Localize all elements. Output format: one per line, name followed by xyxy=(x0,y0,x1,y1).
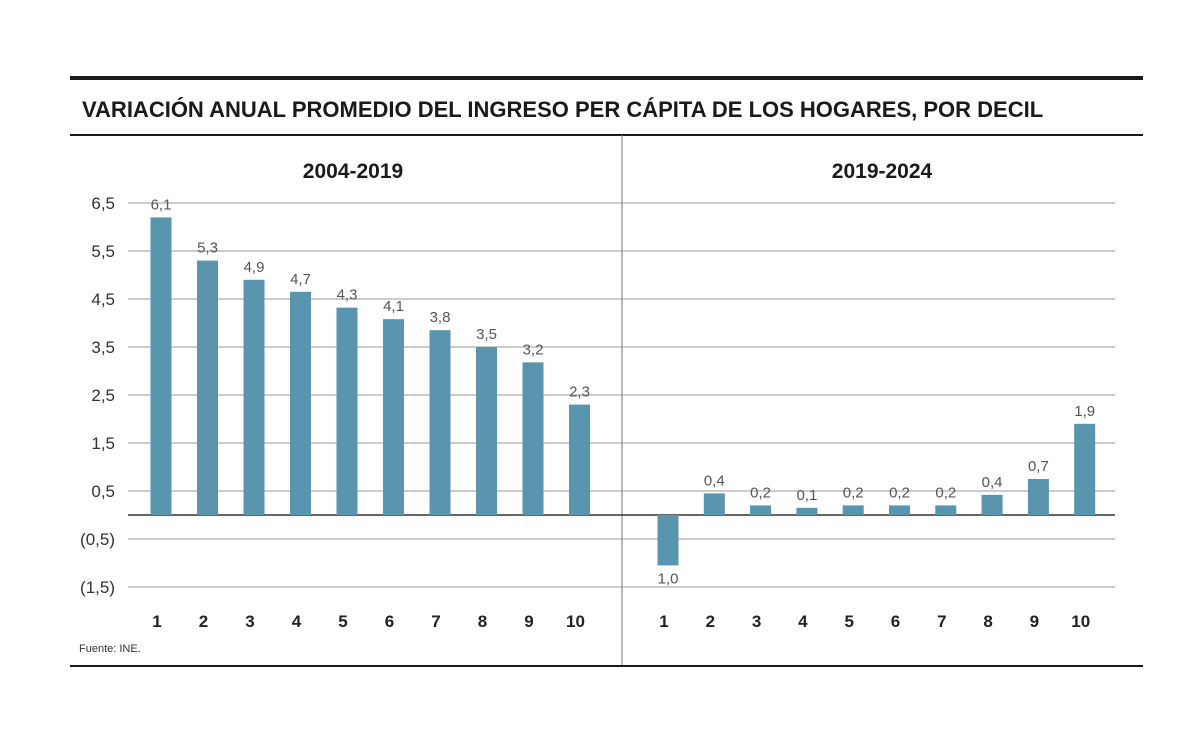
x-tick-label: 1 xyxy=(152,612,161,631)
y-tick-label: 3,5 xyxy=(91,338,115,357)
x-tick-label: 2 xyxy=(199,612,208,631)
bar-decil-9 xyxy=(522,362,544,515)
bar-decil-7 xyxy=(429,330,451,515)
x-tick-label: 8 xyxy=(478,612,487,631)
x-tick-label: 5 xyxy=(338,612,347,631)
x-tick-label: 9 xyxy=(524,612,533,631)
data-label: 0,7 xyxy=(1028,458,1049,475)
y-tick-label: 0,5 xyxy=(91,482,115,501)
data-label: 3,8 xyxy=(430,309,451,326)
bar-decil-2 xyxy=(197,260,218,515)
panel-2019-2024: 1,0 1 0,4 2 0,2 3 0,1 4 0,2 5 0,2 6 0,2 7 0,4 8 0,7 9 1,9 1… xyxy=(657,403,1096,631)
bar-decil-2 xyxy=(703,493,725,515)
bar-decil-8 xyxy=(981,494,1003,515)
data-label: 1,0 xyxy=(658,570,679,587)
bar-decil-10 xyxy=(1074,423,1096,515)
bar-decil-6 xyxy=(383,319,404,515)
bar-decil-6 xyxy=(889,505,910,515)
data-label: 0,2 xyxy=(889,484,910,501)
bar-decil-3 xyxy=(243,279,265,515)
data-label: 0,4 xyxy=(982,474,1003,491)
x-tick-label: 10 xyxy=(566,612,585,631)
data-label: 4,1 xyxy=(383,298,404,315)
x-tick-label: 10 xyxy=(1071,612,1090,631)
x-tick-label: 1 xyxy=(659,612,668,631)
bar-decil-4 xyxy=(290,291,311,515)
x-tick-label: 9 xyxy=(1030,612,1039,631)
y-tick-label: 6,5 xyxy=(91,194,115,213)
data-label: 0,2 xyxy=(935,484,956,501)
x-tick-label: 7 xyxy=(937,612,946,631)
data-label: 3,5 xyxy=(476,326,497,343)
x-tick-label: 5 xyxy=(844,612,853,631)
bar-decil-5 xyxy=(336,307,358,515)
x-tick-label: 2 xyxy=(706,612,715,631)
x-tick-label: 4 xyxy=(292,612,302,631)
data-label: 2,3 xyxy=(569,384,590,401)
y-axis: 6,5 5,5 4,5 3,5 2,5 1,5 0,5 (0,5) (1,5) xyxy=(80,194,1115,597)
bar-decil-10 xyxy=(569,404,590,515)
bar-decil-1 xyxy=(150,217,172,515)
data-label: 1,9 xyxy=(1074,403,1095,420)
x-tick-label: 7 xyxy=(431,612,440,631)
bar-decil-1 xyxy=(657,515,679,566)
y-tick-label: 5,5 xyxy=(91,242,115,261)
bar-decil-5 xyxy=(842,505,864,515)
data-label: 0,2 xyxy=(843,484,864,501)
data-label: 0,1 xyxy=(796,487,817,504)
y-tick-label: 4,5 xyxy=(91,290,115,309)
source-note: Fuente: INE. xyxy=(79,643,141,655)
y-tick-label: 1,5 xyxy=(91,434,115,453)
data-label: 5,3 xyxy=(197,240,218,257)
x-tick-label: 3 xyxy=(752,612,761,631)
data-label: 0,2 xyxy=(750,484,771,501)
bar-decil-9 xyxy=(1027,479,1049,515)
x-tick-label: 4 xyxy=(798,612,808,631)
data-label: 3,2 xyxy=(523,341,544,358)
y-tick-label: (0,5) xyxy=(80,530,115,549)
data-label: 4,7 xyxy=(290,271,311,288)
data-label: 4,9 xyxy=(244,259,265,276)
x-tick-label: 8 xyxy=(983,612,992,631)
y-tick-label: 2,5 xyxy=(91,386,115,405)
bar-decil-7 xyxy=(935,505,957,515)
panel-title-2004-2019: 2004-2019 xyxy=(303,160,403,183)
x-tick-label: 3 xyxy=(245,612,254,631)
y-tick-label: (1,5) xyxy=(80,578,115,597)
data-label: 0,4 xyxy=(704,472,725,489)
chart-title: VARIACIÓN ANUAL PROMEDIO DEL INGRESO PER… xyxy=(82,97,1043,122)
bar-decil-8 xyxy=(476,347,497,515)
x-tick-label: 6 xyxy=(385,612,394,631)
panel-2004-2019: 6,1 1 5,3 2 4,9 3 4,7 4 4,3 5 4,1 6 3,8 7 3,5 8 3,2 9 2,3 1… xyxy=(150,196,590,631)
x-tick-label: 6 xyxy=(891,612,900,631)
bar-decil-4 xyxy=(796,507,818,515)
data-label: 4,3 xyxy=(337,287,358,304)
panel-title-2019-2024: 2019-2024 xyxy=(832,160,933,183)
bar-decil-3 xyxy=(750,505,772,515)
data-label: 6,1 xyxy=(151,196,172,213)
